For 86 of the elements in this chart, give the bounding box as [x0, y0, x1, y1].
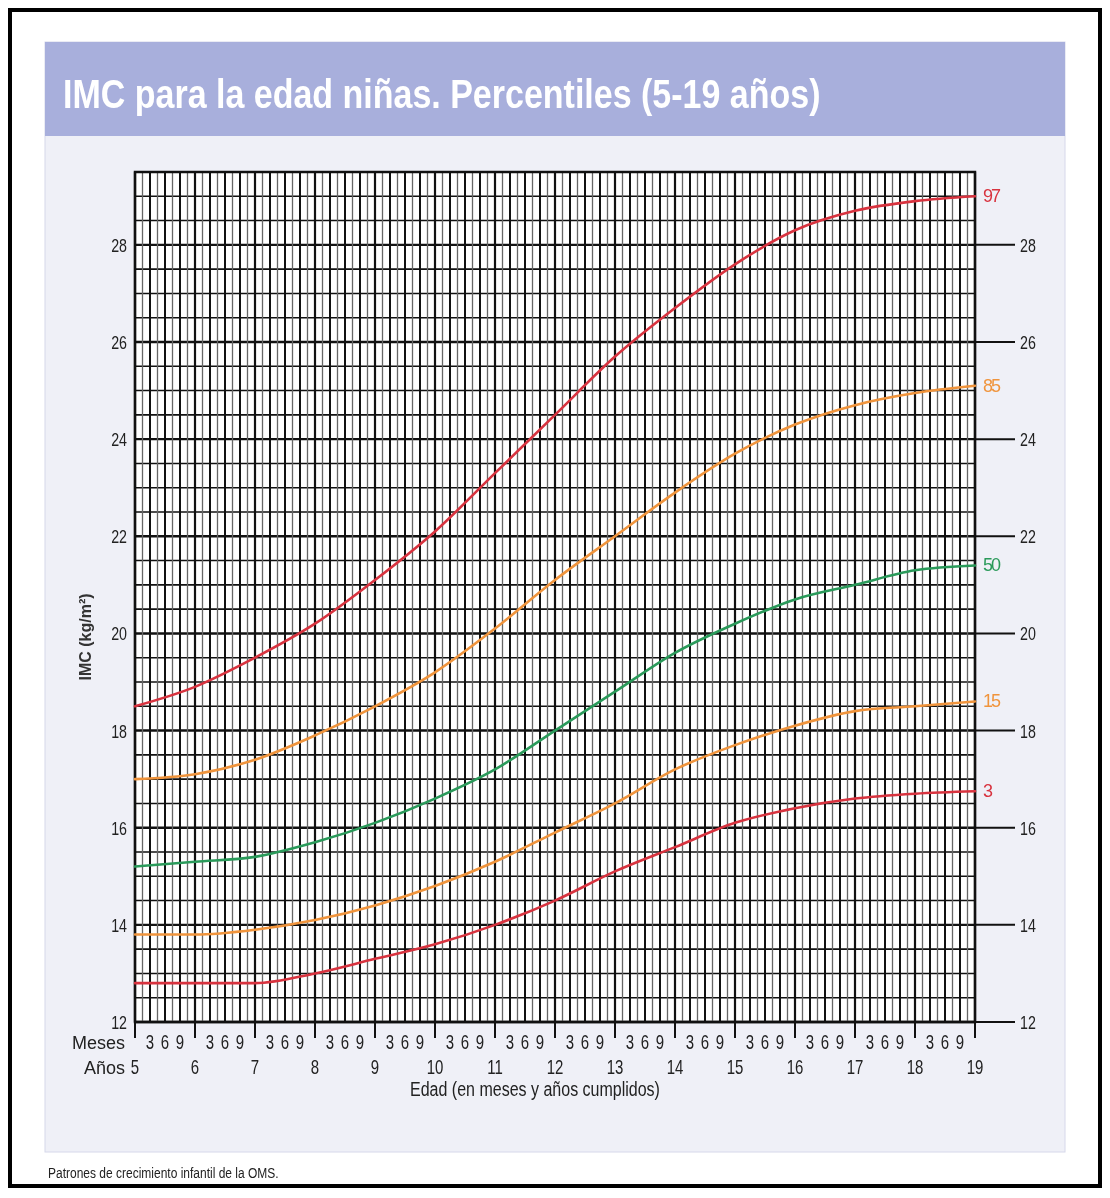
x-tick-label: 9	[370, 1055, 380, 1079]
text: 6	[880, 1030, 890, 1054]
y-tick-label: 24	[111, 429, 127, 451]
x-tick-label: 18	[906, 1055, 924, 1079]
x-tick-label: 17	[846, 1055, 864, 1079]
y-tick-label: 28	[111, 234, 127, 257]
text: 6	[640, 1030, 650, 1054]
text: 3	[925, 1030, 935, 1054]
text: 6	[940, 1030, 950, 1054]
text: 6	[220, 1030, 230, 1054]
chart-title: IMC para la edad niñas. Percentiles (5-19 años)	[63, 71, 821, 117]
text: 3	[445, 1030, 455, 1054]
text: 9	[535, 1030, 545, 1054]
x-tick-label: 19	[966, 1055, 984, 1079]
text: 9	[655, 1030, 665, 1054]
x-tick-label: 16	[786, 1055, 804, 1079]
y2-tick-label: 20	[1020, 623, 1036, 645]
series-label: 85	[983, 375, 1001, 396]
text: 9	[835, 1030, 845, 1054]
y2-tick-label: 24	[1020, 429, 1036, 451]
text: 9	[475, 1030, 485, 1054]
y2-tick-label: 22	[1020, 526, 1036, 548]
x-tick-label: 14	[666, 1055, 684, 1079]
y-tick-label: 14	[111, 914, 127, 937]
text: 3	[505, 1030, 515, 1054]
y2-tick-label: 18	[1020, 720, 1036, 743]
text: 3	[565, 1030, 575, 1054]
text: 9	[295, 1030, 305, 1054]
text: 9	[355, 1030, 365, 1054]
text: 3	[385, 1030, 395, 1054]
text: 9	[235, 1030, 245, 1054]
text: Meses	[71, 1033, 125, 1053]
text: Patrones de crecimiento infantil de la OMS.	[48, 1164, 279, 1182]
y-tick-label: 20	[111, 623, 127, 645]
text: 3	[745, 1030, 755, 1054]
series-label: 3	[983, 781, 994, 802]
text: 9	[415, 1030, 425, 1054]
text: 3	[265, 1030, 275, 1054]
series-label: 97	[983, 186, 1001, 207]
series-label: 15	[983, 691, 1001, 712]
text: 3	[865, 1030, 875, 1054]
y-tick-label: 18	[111, 720, 127, 743]
x-tick-label: 13	[606, 1055, 624, 1079]
text: 6	[460, 1030, 470, 1054]
x-tick-label: 11	[487, 1055, 503, 1079]
x-tick-label: 6	[190, 1055, 200, 1079]
y2-tick-label: 28	[1020, 234, 1036, 257]
text: 9	[715, 1030, 725, 1054]
y-tick-label: 26	[111, 332, 127, 354]
x-tick-label: 15	[726, 1055, 744, 1079]
x-tick-label: 7	[250, 1055, 260, 1079]
text: 6	[340, 1030, 350, 1054]
x-tick-label: 12	[546, 1055, 564, 1079]
y-tick-label: 12	[111, 1012, 127, 1034]
text: 9	[175, 1030, 185, 1054]
text: 3	[145, 1030, 155, 1054]
text: 6	[580, 1030, 590, 1054]
text: Años	[83, 1058, 125, 1078]
text: 6	[820, 1030, 830, 1054]
text: 6	[760, 1030, 770, 1054]
x-axis-title: Edad (en meses y años cumplidos)	[410, 1078, 660, 1101]
y2-tick-label: 16	[1020, 817, 1036, 840]
series-label: 50	[983, 555, 1001, 576]
text: 6	[520, 1030, 530, 1054]
y-tick-label: 16	[111, 817, 127, 840]
y2-tick-label: 12	[1020, 1012, 1036, 1034]
text: 3	[685, 1030, 695, 1054]
text: 9	[895, 1030, 905, 1054]
y2-tick-label: 26	[1020, 332, 1036, 354]
text: 6	[160, 1030, 170, 1054]
text: 6	[400, 1030, 410, 1054]
text: 3	[805, 1030, 815, 1054]
y2-tick-label: 14	[1020, 914, 1036, 937]
x-tick-label: 8	[310, 1055, 320, 1079]
x-tick-label: 5	[130, 1055, 140, 1079]
text: 6	[280, 1030, 290, 1054]
x-tick-label: 10	[426, 1055, 444, 1079]
text: 9	[955, 1030, 965, 1054]
y-tick-label: 22	[111, 526, 127, 548]
text: 3	[325, 1030, 335, 1054]
text: 3	[205, 1030, 215, 1054]
text: 3	[625, 1030, 635, 1054]
y-axis-title: IMC (kg/m²)	[77, 593, 94, 681]
text: 9	[775, 1030, 785, 1054]
text: 6	[700, 1030, 710, 1054]
text: 9	[595, 1030, 605, 1054]
